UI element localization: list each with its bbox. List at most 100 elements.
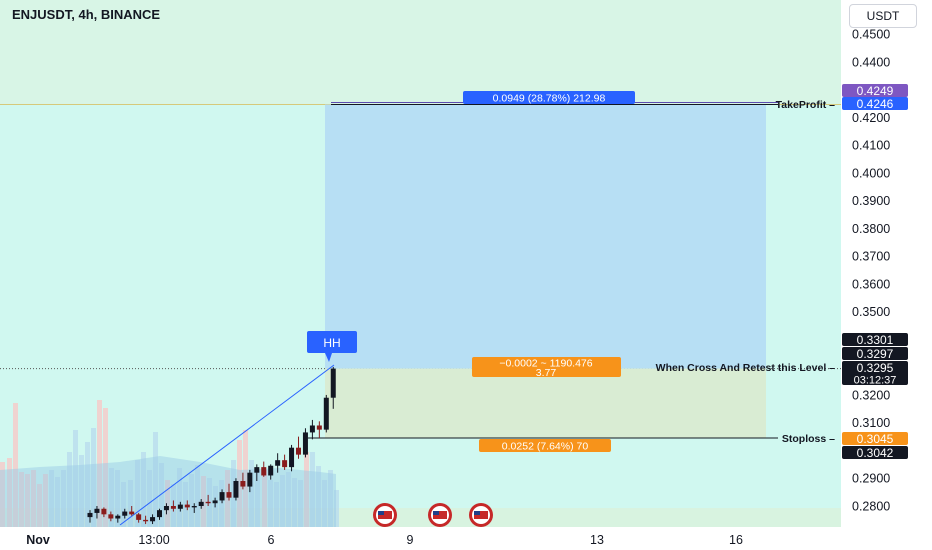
- candle-body: [170, 506, 176, 509]
- candle-body: [177, 504, 183, 509]
- x-tick-label: 16: [729, 533, 743, 547]
- candle-body: [108, 514, 114, 519]
- y-tick-label: 0.3500: [852, 305, 890, 319]
- entry-label-box: [472, 357, 621, 377]
- price-tag: [842, 432, 908, 445]
- price-tag: [842, 333, 908, 346]
- volume-bar: [13, 403, 18, 527]
- candle-body: [268, 465, 274, 476]
- candle-body: [129, 511, 135, 515]
- price-tag: [842, 446, 908, 459]
- price-tag-label: 0.3045: [857, 432, 894, 446]
- x-tick-label: 13:00: [138, 533, 169, 547]
- candlestick-series: [87, 366, 336, 525]
- y-tick-label: 0.3200: [852, 388, 890, 402]
- price-tag-label: 0.3042: [857, 446, 894, 460]
- x-tick-label: Nov: [26, 533, 50, 547]
- candle-body: [309, 425, 315, 433]
- candle-body: [163, 506, 169, 511]
- candle-body: [191, 506, 197, 508]
- us-flag-canton: [378, 511, 384, 515]
- stoploss-label: Stoploss –: [782, 433, 835, 445]
- us-flag-stripes: [378, 511, 392, 519]
- upper-zone: [0, 0, 841, 105]
- stop-zone: [325, 368, 766, 438]
- y-tick-label: 0.3100: [852, 416, 890, 430]
- volume-bars: [0, 400, 339, 527]
- target-label-box: [463, 91, 635, 104]
- candle-body: [143, 519, 149, 522]
- hh-marker[interactable]: [307, 331, 357, 353]
- y-tick-label: 0.4100: [852, 139, 890, 153]
- y-tick-label: 0.3800: [852, 222, 890, 236]
- price-tag: [842, 84, 908, 97]
- y-tick-label: 0.4500: [852, 28, 890, 42]
- overlay-labels: 0.0949 (28.78%) 212.98 −0.0002 ~ 1190.476…: [307, 91, 835, 527]
- price-tag-label: 0.3297: [857, 347, 894, 361]
- candle-body: [275, 460, 281, 466]
- price-tag: [842, 97, 908, 110]
- hh-marker-pointer: [325, 353, 332, 362]
- candle-body: [316, 425, 322, 430]
- price-tag: [842, 361, 908, 385]
- us-flag-canton: [474, 511, 480, 515]
- candle-body: [233, 481, 239, 498]
- countdown-timer: 03:12:37: [854, 375, 897, 387]
- candle-body: [184, 504, 190, 508]
- candle-body: [136, 514, 142, 520]
- y-tick-label: 0.4400: [852, 55, 890, 69]
- candle-body: [219, 492, 225, 501]
- hh-label: HH: [323, 336, 340, 350]
- time-axis-panel: [0, 527, 841, 550]
- candle-body: [101, 508, 107, 515]
- us-flag-stripes: [474, 511, 488, 519]
- currency-button[interactable]: USDT: [849, 4, 917, 28]
- takeprofit-label: TakeProfit –: [776, 99, 835, 111]
- x-tick-label: 9: [407, 533, 414, 547]
- candle-body: [198, 501, 204, 506]
- y-tick-label: 0.4000: [852, 166, 890, 180]
- candle-body: [330, 368, 336, 398]
- candle-body: [226, 492, 232, 498]
- candle-body: [150, 517, 156, 522]
- candle-body: [87, 512, 93, 518]
- candle-body: [247, 472, 253, 487]
- entry-level-label: When Cross And Retest this Level –: [656, 362, 835, 374]
- symbol-title: ENJUSDT, 4h, BINANCE: [12, 7, 161, 22]
- us-flag-stripes: [433, 511, 447, 519]
- price-tag-label: 0.3295: [857, 361, 894, 375]
- candle-body: [94, 508, 100, 513]
- candle-body: [289, 447, 295, 468]
- entry-quantity: 3.77: [536, 367, 557, 379]
- y-tick-label: 0.2800: [852, 500, 890, 514]
- candle-body: [240, 481, 246, 487]
- candle-body: [115, 515, 121, 519]
- y-tick-label: 0.3900: [852, 194, 890, 208]
- y-tick-label: 0.2900: [852, 472, 890, 486]
- long-position-tool: [308, 102, 778, 439]
- x-tick-label: 6: [268, 533, 275, 547]
- candle-body: [282, 460, 288, 468]
- volume-bar: [334, 490, 339, 527]
- y-tick-label: 0.4200: [852, 111, 890, 125]
- trend-line: [119, 364, 335, 526]
- volume-bar: [97, 400, 102, 527]
- price-axis: 0.45000.44000.43000.42000.41000.40000.39…: [842, 28, 908, 514]
- candle-body: [205, 501, 211, 504]
- us-flag-canton: [433, 511, 439, 515]
- time-axis: Nov 13:00 6 9 13 16: [26, 533, 743, 547]
- entry-label: −0.0002 ~ 1190.476: [499, 358, 592, 370]
- price-tag-label: 0.3301: [857, 333, 894, 347]
- uptrend-line: [119, 364, 335, 526]
- candle-body: [323, 397, 329, 430]
- x-tick-label: 13: [590, 533, 604, 547]
- candle-body: [212, 500, 218, 504]
- price-tag-label: 0.4249: [857, 84, 894, 98]
- target-zone: [325, 104, 766, 369]
- candle-body: [302, 432, 308, 455]
- price-tag-label: 0.4246: [857, 97, 894, 111]
- target-label: 0.0949 (28.78%) 212.98: [493, 93, 606, 105]
- candle-body: [254, 467, 260, 473]
- y-tick-label: 0.3600: [852, 277, 890, 291]
